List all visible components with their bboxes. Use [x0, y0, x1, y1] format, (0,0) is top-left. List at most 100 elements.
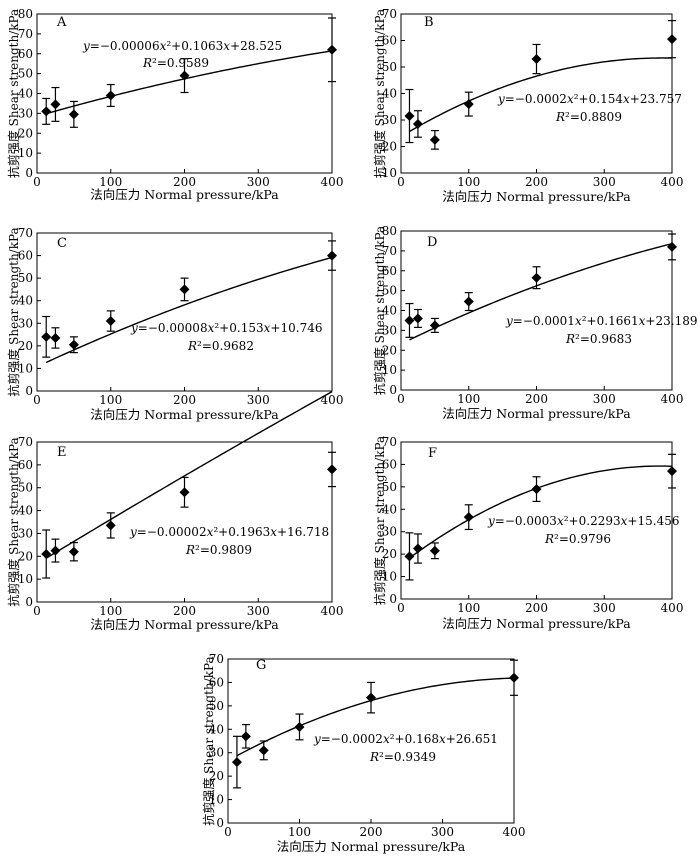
data-point	[463, 99, 474, 110]
data-point	[463, 512, 474, 523]
x-axis-label: 法向压力 Normal pressure/kPa	[90, 407, 279, 422]
r-squared: R²=0.9682	[187, 339, 254, 353]
data-point	[179, 487, 190, 498]
x-tick-label: 300	[593, 392, 616, 406]
data-point	[327, 250, 337, 261]
x-tick-label: 300	[593, 175, 616, 189]
x-tick-label: 0	[397, 601, 405, 615]
data-point	[429, 320, 440, 331]
data-point	[179, 284, 190, 295]
y-tick-label: 50	[18, 67, 33, 81]
x-axis-label: 法向压力 Normal pressure/kPa	[442, 189, 631, 204]
y-tick-label: 10	[209, 793, 224, 807]
x-tick-label: 200	[525, 392, 548, 406]
x-tick-label: 400	[321, 604, 344, 618]
fit-equation: y=−0.00006x²+0.1063x+28.525	[82, 39, 282, 53]
data-point	[41, 331, 52, 342]
y-tick-label: 0	[389, 592, 397, 606]
y-axis-label: 抗剪强度 Shear strength/kPa	[372, 226, 387, 395]
x-axis-label: 法向压力 Normal pressure/kPa	[442, 406, 631, 421]
y-tick-label: 60	[209, 675, 224, 689]
panel-b: 0 100 200 300 400 10 20 30 40 50 60 70 法向压力 Normal p…	[372, 7, 683, 204]
y-tick-label: 10	[382, 570, 397, 584]
y-tick-label: 0	[25, 384, 33, 398]
data-point	[667, 34, 677, 45]
y-axis-label: 抗剪强度 Shear strength/kPa	[372, 436, 387, 605]
plot-frame	[36, 13, 333, 174]
data-point	[667, 466, 677, 477]
y-tick-label: 30	[382, 525, 397, 539]
x-tick-label: 400	[321, 175, 344, 189]
x-tick-label: 200	[173, 393, 196, 407]
fit-curve	[45, 256, 333, 364]
x-tick-label: 400	[661, 175, 684, 189]
y-tick-label: 20	[382, 140, 397, 154]
data-point	[412, 543, 423, 554]
data-point	[667, 241, 677, 252]
y-axis-label: 抗剪强度 Shear strength/kPa	[6, 227, 21, 396]
panel-d: 0 100 200 300 400 0 10 20 30 40 50 60 70 80 法向压力 Norma…	[372, 224, 698, 421]
fit-curve	[409, 465, 673, 559]
x-tick-label: 100	[99, 393, 122, 407]
y-tick-label: 50	[18, 271, 33, 285]
fit-curve	[46, 50, 333, 115]
y-tick-label: 20	[382, 547, 397, 561]
panel-letter: C	[57, 236, 67, 251]
fit-equation: y=−0.0002x²+0.154x+23.757	[497, 92, 682, 106]
data-point	[429, 134, 440, 145]
y-tick-label: 10	[382, 363, 397, 377]
y-tick-label: 70	[382, 435, 397, 449]
data-point	[258, 745, 269, 756]
x-tick-label: 400	[503, 825, 526, 839]
fit-equation: y=−0.0002x²+0.168x+26.651	[313, 732, 498, 746]
panel-letter: F	[428, 446, 437, 461]
r-squared: R²=0.9809	[185, 543, 252, 557]
y-tick-label: 60	[18, 458, 33, 472]
y-tick-label: 60	[18, 47, 33, 61]
y-tick-label: 50	[382, 60, 397, 74]
r-squared: R²=0.9589	[142, 56, 209, 70]
y-tick-label: 40	[18, 294, 33, 308]
data-point	[68, 546, 79, 557]
data-point	[412, 118, 423, 129]
y-tick-label: 40	[382, 87, 397, 101]
r-squared: R²=0.8809	[555, 110, 622, 124]
data-point	[240, 731, 251, 742]
data-point	[429, 545, 440, 556]
fit-equation: y=−0.0003x²+0.2293x+15.456	[487, 514, 680, 528]
x-tick-label: 300	[247, 604, 270, 618]
y-tick-label: 0	[25, 166, 33, 180]
panel-a: 0 100 200 300 400 0 10 20 30 40 50 60 70 80 法向压力 Norma…	[6, 7, 343, 202]
data-point	[327, 464, 337, 475]
y-tick-label: 10	[18, 146, 33, 160]
x-tick-label: 200	[360, 825, 383, 839]
panel-f: 0 100 200 300 400 0 10 20 30 40 50 60 70 法向压力 Normal …	[372, 435, 683, 631]
y-tick-label: 20	[18, 549, 33, 563]
y-tick-label: 20	[18, 126, 33, 140]
data-point	[463, 296, 474, 307]
plot-frame	[36, 441, 333, 603]
x-tick-label: 200	[525, 601, 548, 615]
y-axis-label: 抗剪强度 Shear strength/kPa	[6, 437, 21, 606]
data-point	[105, 316, 116, 327]
y-tick-label: 10	[382, 166, 397, 180]
panel-e: 0 100 200 300 400 0 10 20 30 40 50 60 70 法向压力 Normal …	[6, 391, 344, 632]
y-tick-label: 60	[18, 249, 33, 263]
data-point	[68, 109, 79, 120]
x-axis-label: 法向压力 Normal pressure/kPa	[90, 617, 279, 632]
data-point	[50, 99, 61, 110]
x-axis-label: 法向压力 Normal pressure/kPa	[277, 839, 466, 854]
fit-curve	[409, 242, 673, 341]
x-tick-label: 0	[397, 392, 405, 406]
y-tick-label: 70	[382, 7, 397, 21]
fit-equation: y=−0.0001x²+0.1661x+23.189	[505, 314, 698, 328]
y-tick-label: 70	[18, 435, 33, 449]
data-point	[531, 484, 542, 495]
data-point	[41, 106, 52, 117]
r-squared: R²=0.9796	[544, 532, 611, 546]
y-tick-label: 0	[25, 595, 33, 609]
panel-g: 0 100 200 300 400 0 10 20 30 40 50 60 70 法向压力 Normal …	[201, 652, 525, 854]
x-tick-label: 0	[397, 175, 405, 189]
